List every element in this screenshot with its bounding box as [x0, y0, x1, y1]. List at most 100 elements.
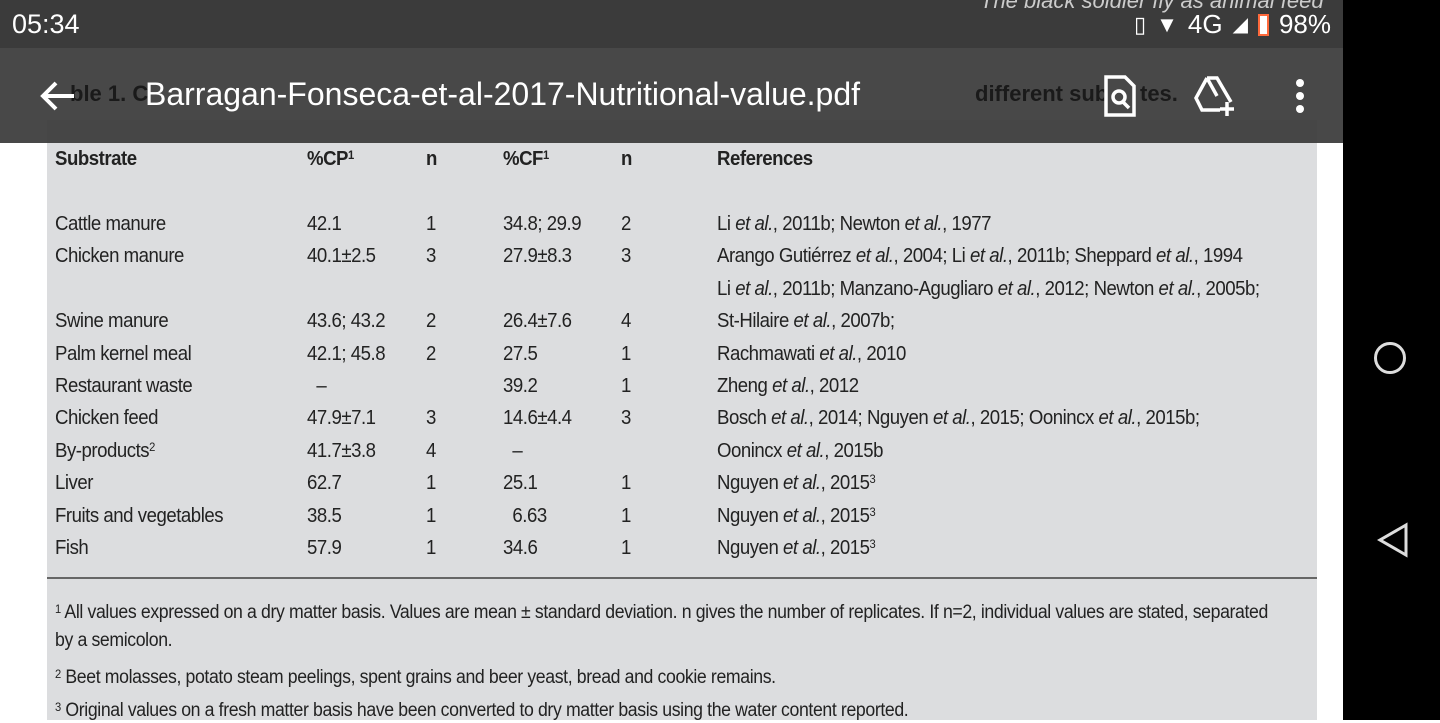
reference-text: St-Hilaire	[717, 310, 794, 333]
footnote-1: by a semicolon.	[55, 629, 173, 653]
cell-cp: 42.1; 45.8	[307, 342, 386, 366]
cell-text: 1	[426, 472, 436, 495]
reference-text: Arango Gutiérrez	[717, 245, 856, 268]
reference-text: , 2004; Li	[893, 245, 971, 268]
cell-cp: 42.1	[307, 212, 342, 236]
footnote-mark: 3	[55, 700, 61, 714]
cell-cf: 14.6±4.4	[503, 406, 572, 430]
home-button[interactable]	[1374, 342, 1406, 374]
signal-icon: ◢	[1232, 14, 1248, 36]
cell-n2: 1	[621, 504, 631, 528]
reference-text: , 2012	[809, 375, 859, 397]
cell-text: –	[503, 439, 523, 462]
cell-substrate: Fish	[55, 536, 89, 560]
cell-n1: 4	[426, 439, 436, 463]
reference-text: , 2010	[856, 342, 906, 365]
cell-references: Nguyen et al., 20153	[717, 536, 876, 560]
cell-text: 1	[621, 375, 631, 397]
cell-text: Cattle manure	[55, 213, 166, 235]
reference-text: et al.	[932, 407, 971, 430]
cell-text: Fruits and vegetables	[55, 504, 224, 527]
cell-text: 41.7±3.8	[307, 439, 376, 462]
cell-substrate: Palm kernel meal	[55, 342, 192, 366]
cell-cp: 47.9±7.1	[307, 406, 376, 430]
nav-back-icon[interactable]	[1376, 522, 1410, 558]
reference-text: et al.	[735, 213, 773, 235]
cell-references: Oonincx et al., 2015b	[717, 439, 884, 463]
cell-cp: 43.6; 43.2	[307, 309, 386, 333]
reference-text: , 2005b;	[1196, 277, 1260, 300]
status-bar: The black soldier fly as animal feed 05:…	[0, 0, 1343, 48]
cell-text: By-products	[55, 439, 150, 462]
cell-text: 57.9	[307, 537, 342, 559]
cell-text: Restaurant waste	[55, 375, 193, 397]
cell-substrate: Swine manure	[55, 309, 169, 333]
reference-text: 3	[869, 504, 876, 519]
cell-text: Chicken manure	[55, 245, 184, 268]
cell-references: Nguyen et al., 20153	[717, 504, 876, 528]
cell-text: Liver	[55, 472, 93, 495]
cell-cf: 34.8; 29.9	[503, 212, 582, 236]
cell-text: 3	[426, 245, 436, 268]
cell-text: 25.1	[503, 472, 538, 495]
cell-substrate: Fruits and vegetables	[55, 504, 224, 528]
footnote-text: All values expressed on a dry matter bas…	[64, 602, 1268, 623]
cell-n1: 1	[426, 471, 436, 495]
cell-text: Chicken feed	[55, 407, 158, 430]
add-to-drive-icon[interactable]	[1193, 74, 1237, 118]
vibrate-icon: ▯	[1133, 11, 1147, 37]
reference-text: , 2015	[820, 472, 870, 495]
reference-text: et al.	[1158, 277, 1197, 300]
cell-substrate: Cattle manure	[55, 212, 166, 236]
footnote-mark: 2	[55, 667, 61, 681]
reference-text: et al.	[1098, 407, 1137, 430]
cell-cf: –	[503, 439, 522, 463]
reference-text: et al.	[735, 277, 773, 300]
footnote-mark: 1	[55, 602, 61, 616]
reference-text: et al.	[786, 439, 825, 462]
battery-level: 98%	[1278, 9, 1331, 39]
cell-cf: 27.5	[503, 342, 538, 366]
reference-text: , 1977	[942, 213, 992, 235]
reference-text: 3	[869, 472, 876, 487]
reference-text: et al.	[783, 472, 821, 495]
cell-cp: 57.9	[307, 536, 342, 560]
cell-n1: 1	[426, 536, 436, 560]
header-n2: n	[621, 148, 632, 170]
cell-n1: 3	[426, 406, 436, 430]
cell-text: 34.8; 29.9	[503, 213, 582, 235]
cell-text: 26.4±7.6	[503, 310, 572, 333]
cell-references: Bosch et al., 2014; Nguyen et al., 2015;…	[717, 406, 1200, 430]
wifi-icon: ▼	[1156, 11, 1178, 37]
reference-text: Rachmawati	[717, 342, 820, 365]
cell-text: 2	[426, 310, 436, 333]
cell-text: –	[307, 375, 327, 397]
cell-references: St-Hilaire et al., 2007b;	[717, 309, 895, 333]
cell-n2: 3	[621, 406, 631, 430]
footnote-text: Original values on a fresh matter basis …	[65, 700, 909, 721]
cell-cf: 6.63	[503, 504, 547, 528]
search-document-icon[interactable]	[1102, 74, 1138, 118]
cell-substrate: By-products2	[55, 439, 155, 463]
header-n1: n	[426, 148, 437, 170]
cell-text: 1	[621, 342, 631, 365]
cell-cp: 38.5	[307, 504, 342, 528]
cell-references: Arango Gutiérrez et al., 2004; Li et al.…	[717, 244, 1243, 268]
more-options-icon[interactable]	[1290, 78, 1310, 114]
app-toolbar: ble 1. C different sub tes. Barragan-Fon…	[0, 48, 1343, 143]
cell-text: 42.1; 45.8	[307, 342, 386, 365]
cell-text: 1	[621, 472, 631, 495]
reference-text: , 2015b;	[1136, 407, 1200, 430]
cell-text: 27.5	[503, 342, 538, 365]
reference-text: , 2015; Oonincx	[970, 407, 1099, 430]
reference-text: Li	[717, 213, 736, 235]
cell-n2: 1	[621, 374, 631, 398]
underlying-caption-left: ble 1. C	[70, 81, 149, 106]
back-arrow-icon[interactable]	[38, 78, 78, 114]
cell-n1: 2	[426, 342, 436, 366]
cell-text: 1	[621, 504, 631, 527]
cell-text: Palm kernel meal	[55, 342, 192, 365]
cell-text: 3	[621, 245, 631, 268]
cell-text: 38.5	[307, 504, 342, 527]
underlying-caption-right: different sub	[975, 81, 1109, 106]
